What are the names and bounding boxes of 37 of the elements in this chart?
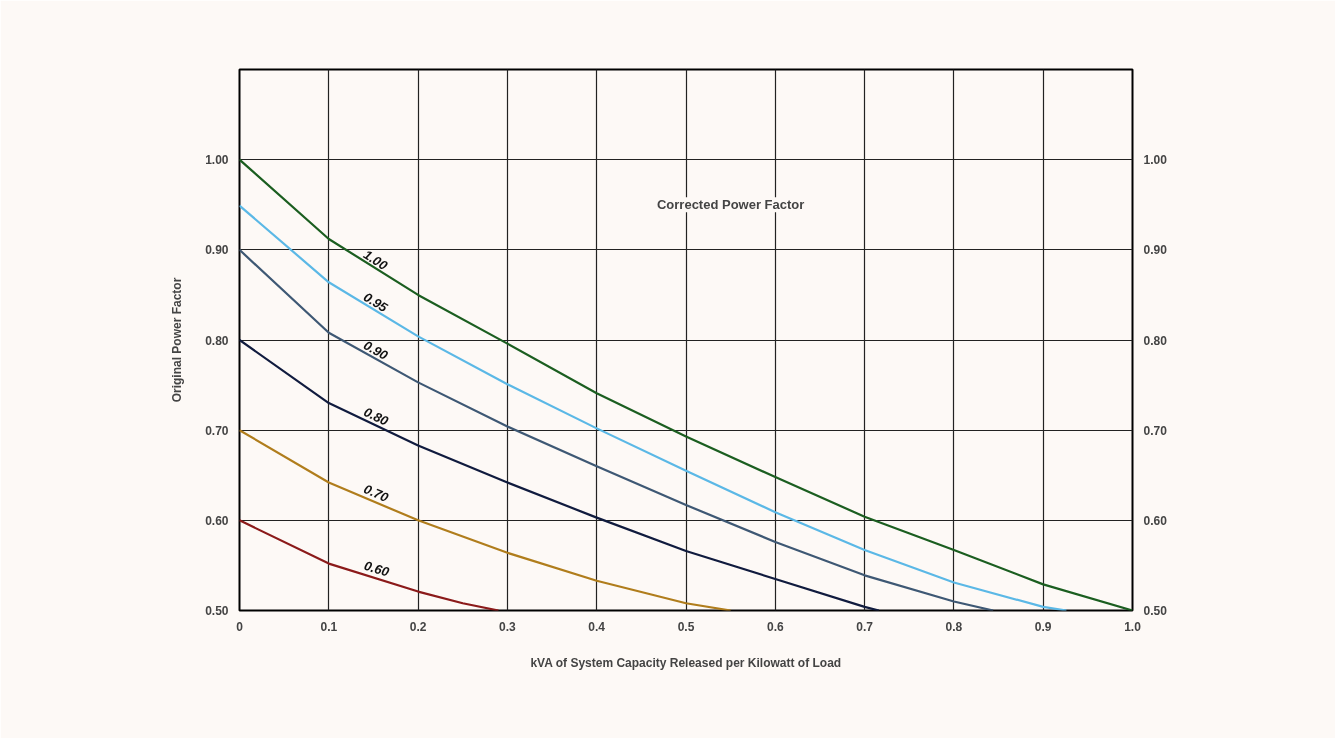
- y-tick-label: 0.80: [205, 333, 229, 348]
- y-axis-title: Original Power Factor: [170, 277, 185, 403]
- y-tick-label: 0.50: [205, 604, 229, 618]
- x-axis-title: kVA of System Capacity Released per Kilowatt of Load: [530, 655, 842, 670]
- text: 0.95: [360, 289, 391, 316]
- y2-tick-label: 0.70: [1143, 423, 1168, 438]
- text: 0.70: [361, 481, 392, 506]
- line-series: [239, 519, 500, 611]
- x-tick-label: 1.0: [1124, 619, 1142, 634]
- y-tick-label: 0.60: [205, 513, 229, 528]
- x-tick-label: 0: [236, 619, 244, 634]
- y2-tick-label: 0.50: [1143, 604, 1168, 618]
- line-series: [239, 338, 880, 611]
- y2-tick-label: 0.90: [1143, 243, 1168, 258]
- text: 1.00: [360, 246, 391, 274]
- line-series: [239, 158, 1133, 611]
- y2-tick-label: 1.00: [1143, 153, 1168, 168]
- y2-tick-label: 0.60: [1143, 513, 1168, 528]
- line-series: [239, 429, 732, 611]
- x-tick-label: 0.4: [588, 619, 606, 634]
- x-tick-label: 0.8: [945, 619, 963, 634]
- x-tick-label: 0.1: [320, 619, 338, 634]
- text: 0.80: [361, 404, 392, 429]
- x-tick-label: 0.3: [499, 619, 517, 634]
- y-tick-label: 0.70: [205, 423, 229, 438]
- line-series: [239, 248, 995, 611]
- text: 0.60: [362, 557, 392, 580]
- x-tick-label: 0.2: [409, 619, 427, 634]
- y2-tick-label: 0.80: [1143, 333, 1168, 348]
- y-tick-label: 1.00: [205, 153, 229, 168]
- text: 0.90: [361, 337, 392, 364]
- x-tick-label: 0.7: [856, 619, 874, 634]
- y-tick-label: 0.90: [205, 243, 229, 258]
- x-tick-label: 0.5: [677, 619, 695, 634]
- x-tick-label: 0.9: [1034, 619, 1052, 634]
- annotation: Corrected Power Factor: [656, 197, 805, 213]
- x-tick-label: 0.6: [766, 619, 784, 634]
